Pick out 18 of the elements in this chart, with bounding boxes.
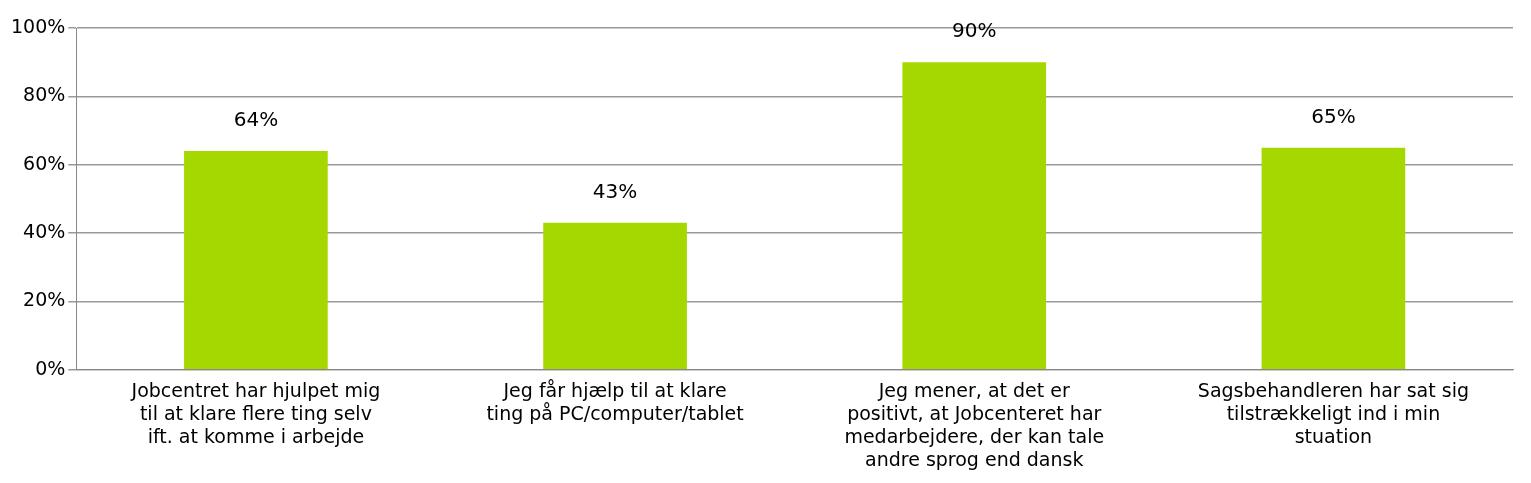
bar xyxy=(1261,147,1406,370)
data-label: 64% xyxy=(233,107,279,132)
x-tick-label: Sagsbehandleren har sat sig tilstrækkeligt ind i min stuation xyxy=(1197,379,1469,447)
bar xyxy=(543,222,687,370)
data-label: 90% xyxy=(952,18,997,43)
y-tick-label: 20% xyxy=(23,288,66,311)
y-tick-label: 0% xyxy=(35,356,66,379)
y-tick-label: 60% xyxy=(23,151,66,174)
y-tick-label: 40% xyxy=(23,220,66,243)
data-label: 65% xyxy=(1311,103,1356,128)
bar xyxy=(902,62,1047,370)
data-label: 43% xyxy=(592,179,638,204)
x-tick-label: Jeg får hjælp til at klare ting på PC/computer/tablet xyxy=(486,379,744,424)
x-tick-label: Jobcentret har hjulpet mig til at klare flere ting selv ift. at komme i arbejde xyxy=(130,379,381,447)
y-tick-label: 100% xyxy=(10,14,66,37)
bar xyxy=(184,151,328,370)
x-tick-label: Jeg mener, at det er positivt, at Jobcenteret har medarbejdere, der kan tale andre sprog end dansk xyxy=(844,379,1105,470)
y-tick-label: 80% xyxy=(23,83,66,106)
